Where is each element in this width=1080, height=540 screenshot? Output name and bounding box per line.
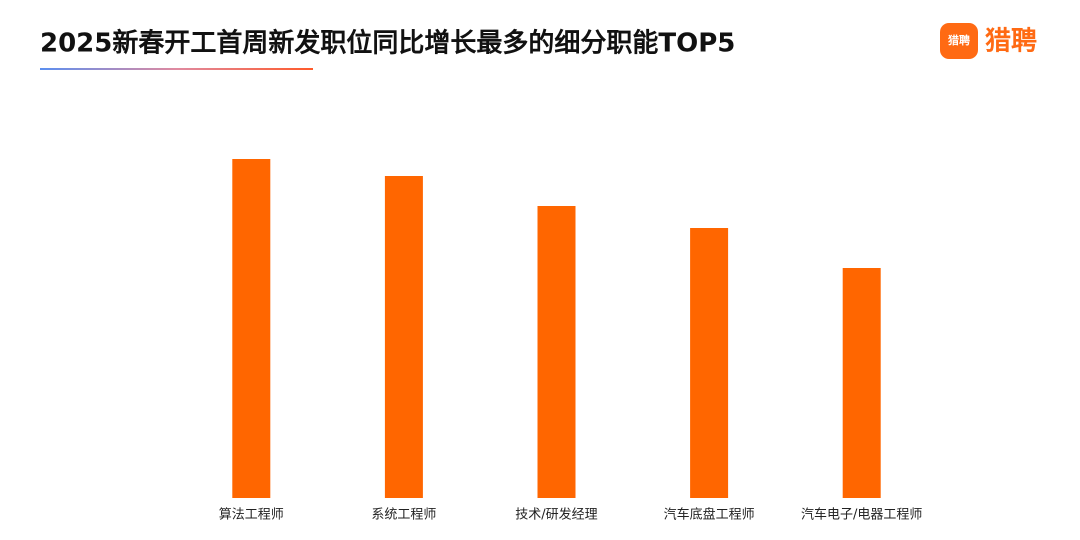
bar (842, 268, 881, 498)
bar (690, 228, 729, 498)
bar (384, 176, 423, 498)
bar (537, 206, 576, 498)
x-tick-label: 汽车底盘工程师 (664, 507, 755, 523)
title-underline (40, 68, 313, 70)
logo-text: 猎聘 (985, 27, 1037, 57)
x-tick-label: 算法工程师 (219, 508, 284, 523)
x-tick-label: 技术/研发经理 (515, 507, 597, 523)
x-tick-label: 系统工程师 (371, 508, 436, 523)
x-tick-label: 汽车电子/电器工程师 (801, 507, 922, 523)
chart-title: 2025新春开工首周新发职位同比增长最多的细分职能TOP5 (40, 28, 735, 59)
bar (232, 159, 271, 498)
logo-icon-text: 猎聘 (948, 33, 970, 47)
logo-icon (940, 23, 978, 59)
